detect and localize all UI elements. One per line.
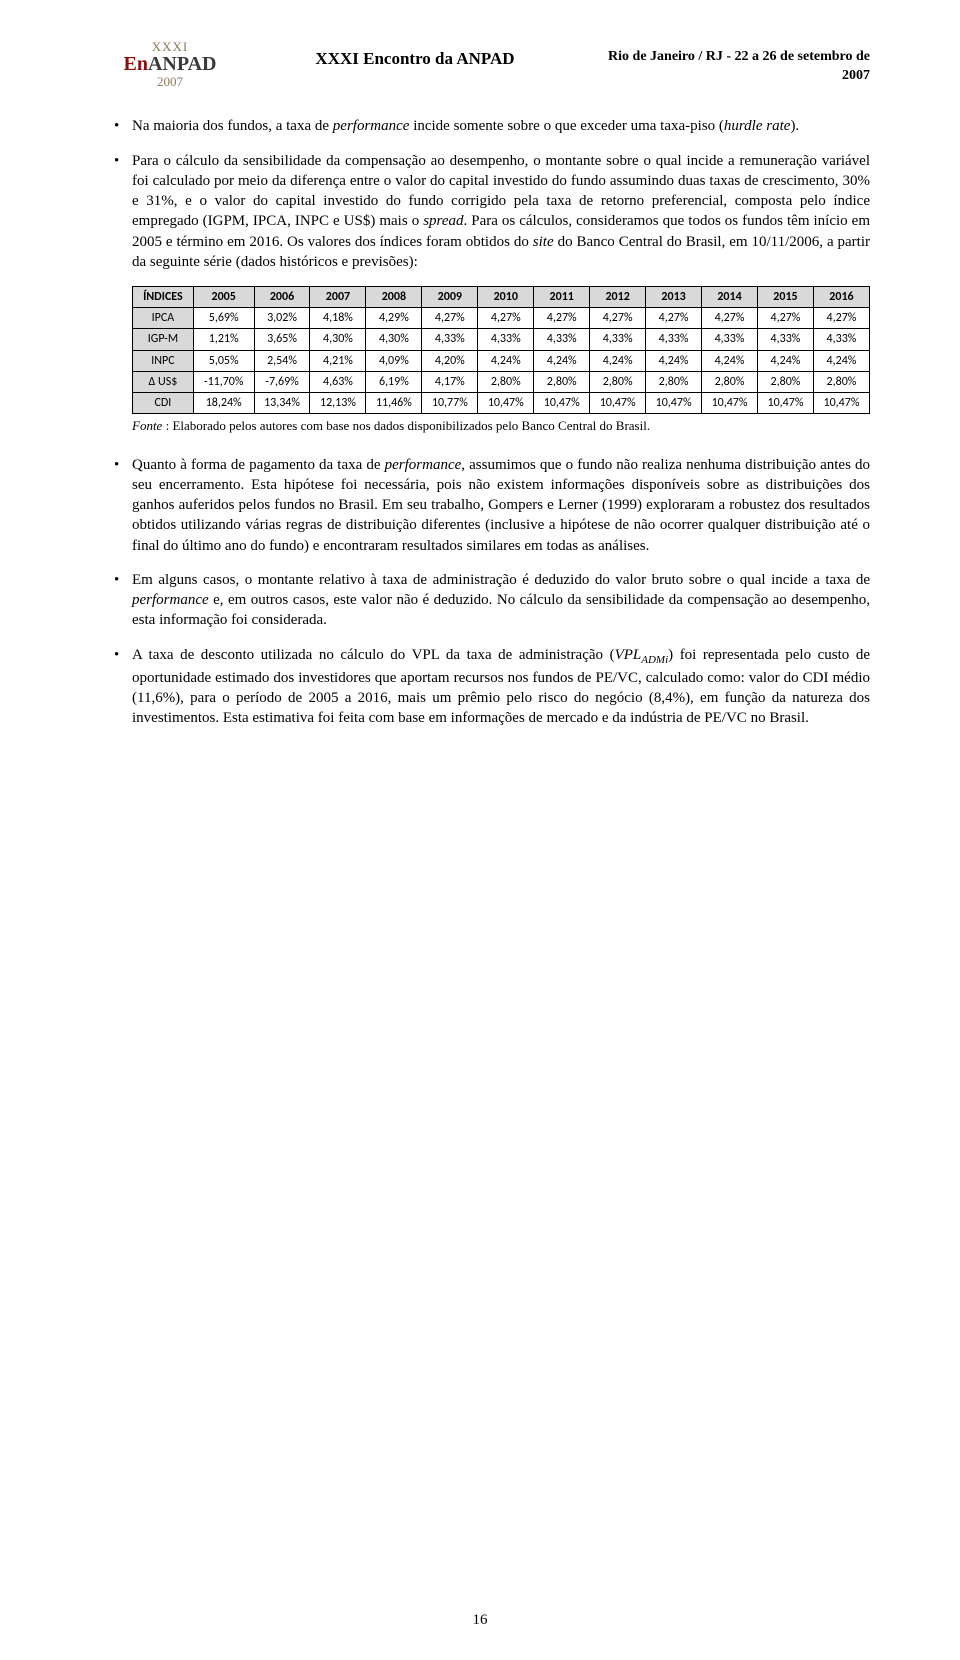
table-row: Δ US$-11,70%-7,69%4,63%6,19%4,17%2,80%2,… (133, 371, 870, 392)
table-cell: 4,17% (422, 371, 478, 392)
table-cell: 2,80% (646, 371, 702, 392)
table-cell: 2,80% (534, 371, 590, 392)
table-rowhead-cell: Δ US$ (133, 371, 194, 392)
table-cell: 2,80% (757, 371, 813, 392)
table-header-cell: 2011 (534, 287, 590, 308)
table-row: IPCA5,69%3,02%4,18%4,29%4,27%4,27%4,27%4… (133, 308, 870, 329)
table-cell: 12,13% (310, 392, 366, 413)
table-cell: 4,33% (702, 329, 758, 350)
table-cell: 4,30% (310, 329, 366, 350)
table-header-cell: 2015 (757, 287, 813, 308)
table-cell: 4,27% (422, 308, 478, 329)
page-number: 16 (0, 1610, 960, 1630)
table-cell: 4,21% (310, 350, 366, 371)
table-header-cell: 2007 (310, 287, 366, 308)
table-cell: 4,24% (757, 350, 813, 371)
table-cell: 18,24% (193, 392, 254, 413)
table-header-cell: 2009 (422, 287, 478, 308)
table-cell: 4,18% (310, 308, 366, 329)
table-cell: 10,47% (534, 392, 590, 413)
indices-table: ÍNDICES200520062007200820092010201120122… (132, 286, 870, 414)
bullet-1: Na maioria dos fundos, a taxa de perform… (110, 116, 870, 136)
bullet-list: Na maioria dos fundos, a taxa de perform… (110, 116, 870, 728)
table-cell: 4,33% (478, 329, 534, 350)
table-cell: 2,80% (478, 371, 534, 392)
table-cell: 4,27% (478, 308, 534, 329)
table-cell: 5,05% (193, 350, 254, 371)
table-cell: 4,27% (590, 308, 646, 329)
page-header: XXXI EnANPAD 2007 XXXI Encontro da ANPAD… (110, 40, 870, 88)
table-cell: 5,69% (193, 308, 254, 329)
logo-year: 2007 (110, 75, 230, 89)
table-cell: 10,47% (702, 392, 758, 413)
table-cell: 4,24% (646, 350, 702, 371)
table-cell: 13,34% (254, 392, 310, 413)
table-cell: 2,54% (254, 350, 310, 371)
table-cell: 2,80% (702, 371, 758, 392)
table-rowhead-cell: IPCA (133, 308, 194, 329)
table-cell: 3,02% (254, 308, 310, 329)
table-cell: 4,63% (310, 371, 366, 392)
table-cell: 4,27% (702, 308, 758, 329)
table-cell: 4,27% (757, 308, 813, 329)
table-header-cell: 2013 (646, 287, 702, 308)
table-cell: 4,33% (646, 329, 702, 350)
table-header-cell: 2010 (478, 287, 534, 308)
anpad-logo: XXXI EnANPAD 2007 (110, 40, 230, 88)
table-cell: -7,69% (254, 371, 310, 392)
table-cell: -11,70% (193, 371, 254, 392)
table-cell: 4,27% (646, 308, 702, 329)
bullet-3: Quanto à forma de pagamento da taxa de p… (110, 455, 870, 556)
table-cell: 4,33% (590, 329, 646, 350)
table-cell: 2,80% (813, 371, 869, 392)
header-title: XXXI Encontro da ANPAD (230, 48, 600, 71)
table-header-cell: 2016 (813, 287, 869, 308)
table-cell: 10,47% (590, 392, 646, 413)
logo-brand: EnANPAD (110, 54, 230, 75)
table-rowhead-cell: IGP-M (133, 329, 194, 350)
table-header-cell: 2014 (702, 287, 758, 308)
table-cell: 10,47% (757, 392, 813, 413)
table-cell: 10,47% (478, 392, 534, 413)
table-row: INPC5,05%2,54%4,21%4,09%4,20%4,24%4,24%4… (133, 350, 870, 371)
table-cell: 4,30% (366, 329, 422, 350)
logo-edition: XXXI (110, 40, 230, 54)
table-cell: 4,09% (366, 350, 422, 371)
table-header-cell: 2008 (366, 287, 422, 308)
bullet-4: Em alguns casos, o montante relativo à t… (110, 570, 870, 631)
table-rowhead-cell: CDI (133, 392, 194, 413)
table-header-cell: 2005 (193, 287, 254, 308)
bullet-5: A taxa de desconto utilizada no cálculo … (110, 645, 870, 729)
table-cell: 4,24% (478, 350, 534, 371)
table-cell: 4,24% (534, 350, 590, 371)
table-cell: 4,27% (534, 308, 590, 329)
table-cell: 11,46% (366, 392, 422, 413)
table-cell: 10,77% (422, 392, 478, 413)
table-cell: 4,33% (422, 329, 478, 350)
table-header-cell: ÍNDICES (133, 287, 194, 308)
header-location: Rio de Janeiro / RJ - 22 a 26 de setembr… (600, 48, 870, 86)
table-cell: 4,33% (757, 329, 813, 350)
table-rowhead-cell: INPC (133, 350, 194, 371)
table-header-cell: 2012 (590, 287, 646, 308)
table-cell: 4,20% (422, 350, 478, 371)
table-cell: 2,80% (590, 371, 646, 392)
table-cell: 4,33% (534, 329, 590, 350)
bullet-2: Para o cálculo da sensibilidade da compe… (110, 151, 870, 435)
table-cell: 4,24% (590, 350, 646, 371)
table-cell: 4,24% (702, 350, 758, 371)
table-row: IGP-M1,21%3,65%4,30%4,30%4,33%4,33%4,33%… (133, 329, 870, 350)
table-cell: 6,19% (366, 371, 422, 392)
table-source: Fonte : Elaborado pelos autores com base… (132, 417, 870, 435)
table-cell: 4,29% (366, 308, 422, 329)
table-cell: 3,65% (254, 329, 310, 350)
table-row: CDI18,24%13,34%12,13%11,46%10,77%10,47%1… (133, 392, 870, 413)
table-cell: 10,47% (646, 392, 702, 413)
table-header-cell: 2006 (254, 287, 310, 308)
table-cell: 4,33% (813, 329, 869, 350)
table-cell: 4,24% (813, 350, 869, 371)
table-cell: 4,27% (813, 308, 869, 329)
table-cell: 10,47% (813, 392, 869, 413)
table-cell: 1,21% (193, 329, 254, 350)
